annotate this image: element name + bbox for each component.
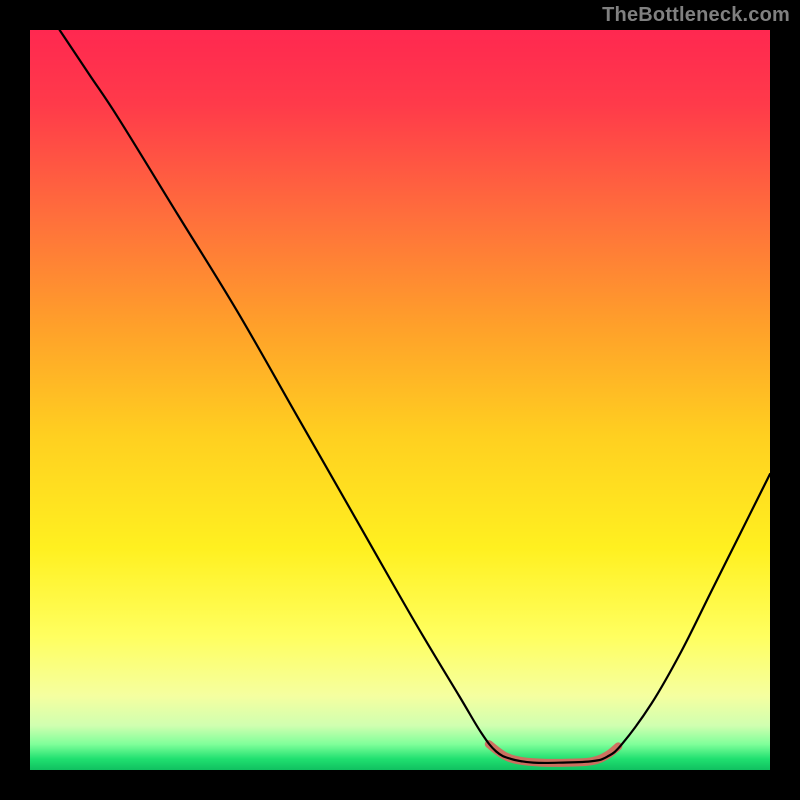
watermark-text: TheBottleneck.com xyxy=(602,4,790,27)
bottleneck-chart: TheBottleneck.com xyxy=(0,0,800,800)
chart-svg xyxy=(0,0,800,800)
plot-gradient-background xyxy=(30,30,770,770)
